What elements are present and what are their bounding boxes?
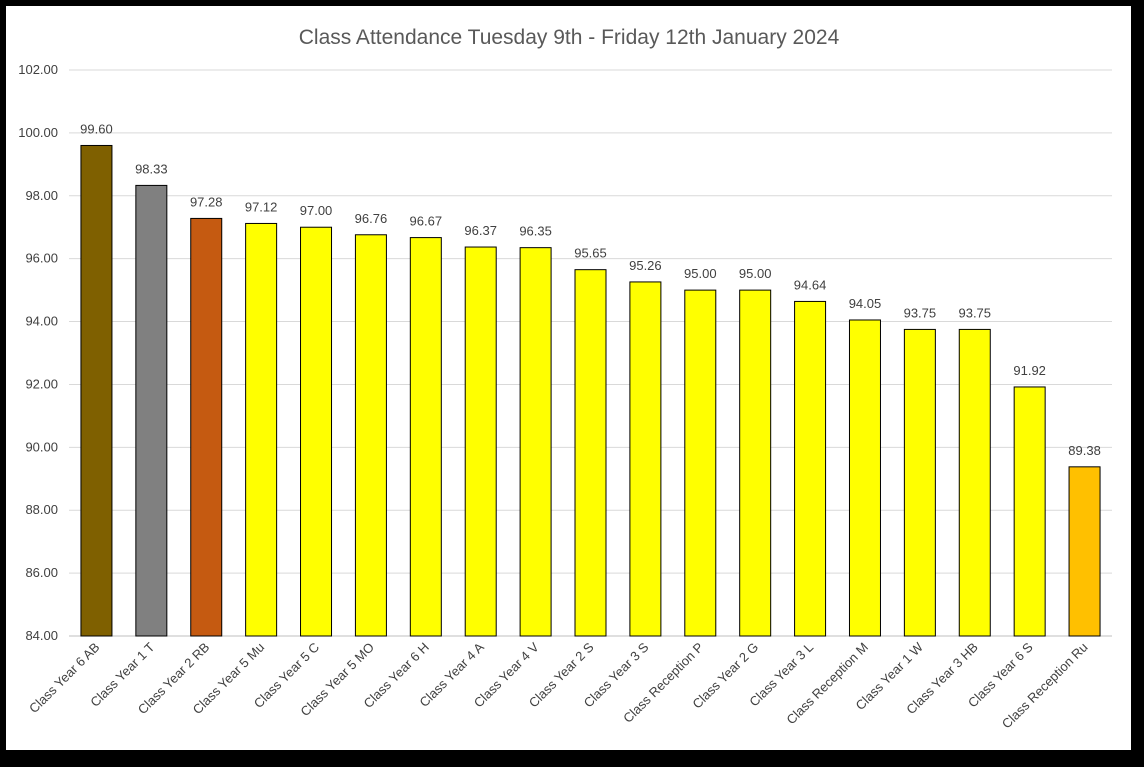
data-label: 97.12 <box>245 199 278 214</box>
bar <box>519 247 552 637</box>
bar <box>409 237 442 637</box>
y-tick-label: 84.00 <box>25 628 58 643</box>
data-label: 99.60 <box>80 121 113 136</box>
bar <box>354 234 387 637</box>
data-label: 89.38 <box>1068 443 1101 458</box>
bar <box>684 289 717 637</box>
chart-title: Class Attendance Tuesday 9th - Friday 12… <box>299 26 840 49</box>
data-label: 91.92 <box>1013 363 1046 378</box>
bar <box>1068 466 1101 637</box>
data-label: 96.67 <box>410 214 443 229</box>
y-tick-label: 100.00 <box>18 125 58 140</box>
bar <box>80 144 113 637</box>
y-tick-label: 86.00 <box>25 565 58 580</box>
bar <box>903 328 936 637</box>
bar <box>958 328 991 637</box>
data-label: 96.76 <box>355 211 388 226</box>
data-label: 93.75 <box>904 305 937 320</box>
data-label: 95.00 <box>739 266 772 281</box>
x-tick-label: Class Year 6 AB <box>26 640 103 717</box>
data-label: 97.00 <box>300 203 333 218</box>
data-label: 94.64 <box>794 277 827 292</box>
bar <box>629 281 662 637</box>
y-tick-label: 88.00 <box>25 502 58 517</box>
data-label: 96.35 <box>519 224 552 239</box>
chart-frame: 99.60 98.33 97.28 97.12 97.00 96.76 96.67 96.37… <box>6 6 1131 750</box>
data-label: 93.75 <box>958 305 991 320</box>
bar <box>464 246 497 637</box>
bar <box>1013 386 1046 637</box>
bar <box>245 222 278 637</box>
y-tick-label: 92.00 <box>25 376 58 391</box>
bar <box>739 289 772 637</box>
bar <box>135 184 168 637</box>
y-tick-label: 102.00 <box>18 62 58 77</box>
y-tick-label: 96.00 <box>25 251 58 266</box>
data-label: 94.05 <box>849 296 882 311</box>
bar <box>574 269 607 637</box>
y-tick-label: 98.00 <box>25 188 58 203</box>
data-label: 97.28 <box>190 194 223 209</box>
data-labels: 99.60 98.33 97.28 97.12 97.00 96.76 96.67 96.37… <box>80 121 1101 457</box>
data-label: 98.33 <box>135 161 168 176</box>
bar <box>190 217 223 637</box>
data-label: 95.26 <box>629 258 662 273</box>
data-label: 95.65 <box>574 246 607 261</box>
data-label: 95.00 <box>684 266 717 281</box>
y-tick-label: 90.00 <box>25 439 58 454</box>
bar-chart: 99.60 98.33 97.28 97.12 97.00 96.76 96.67 96.37… <box>18 26 1112 731</box>
y-axis-ticks: 84.00 86.00 88.00 90.00 92.00 94.00 96.00 98.00… <box>18 62 58 643</box>
y-tick-label: 94.00 <box>25 314 58 329</box>
data-label: 96.37 <box>464 223 497 238</box>
bar <box>848 319 881 637</box>
bars <box>80 144 1101 637</box>
bar <box>300 226 333 637</box>
bar <box>794 300 827 637</box>
